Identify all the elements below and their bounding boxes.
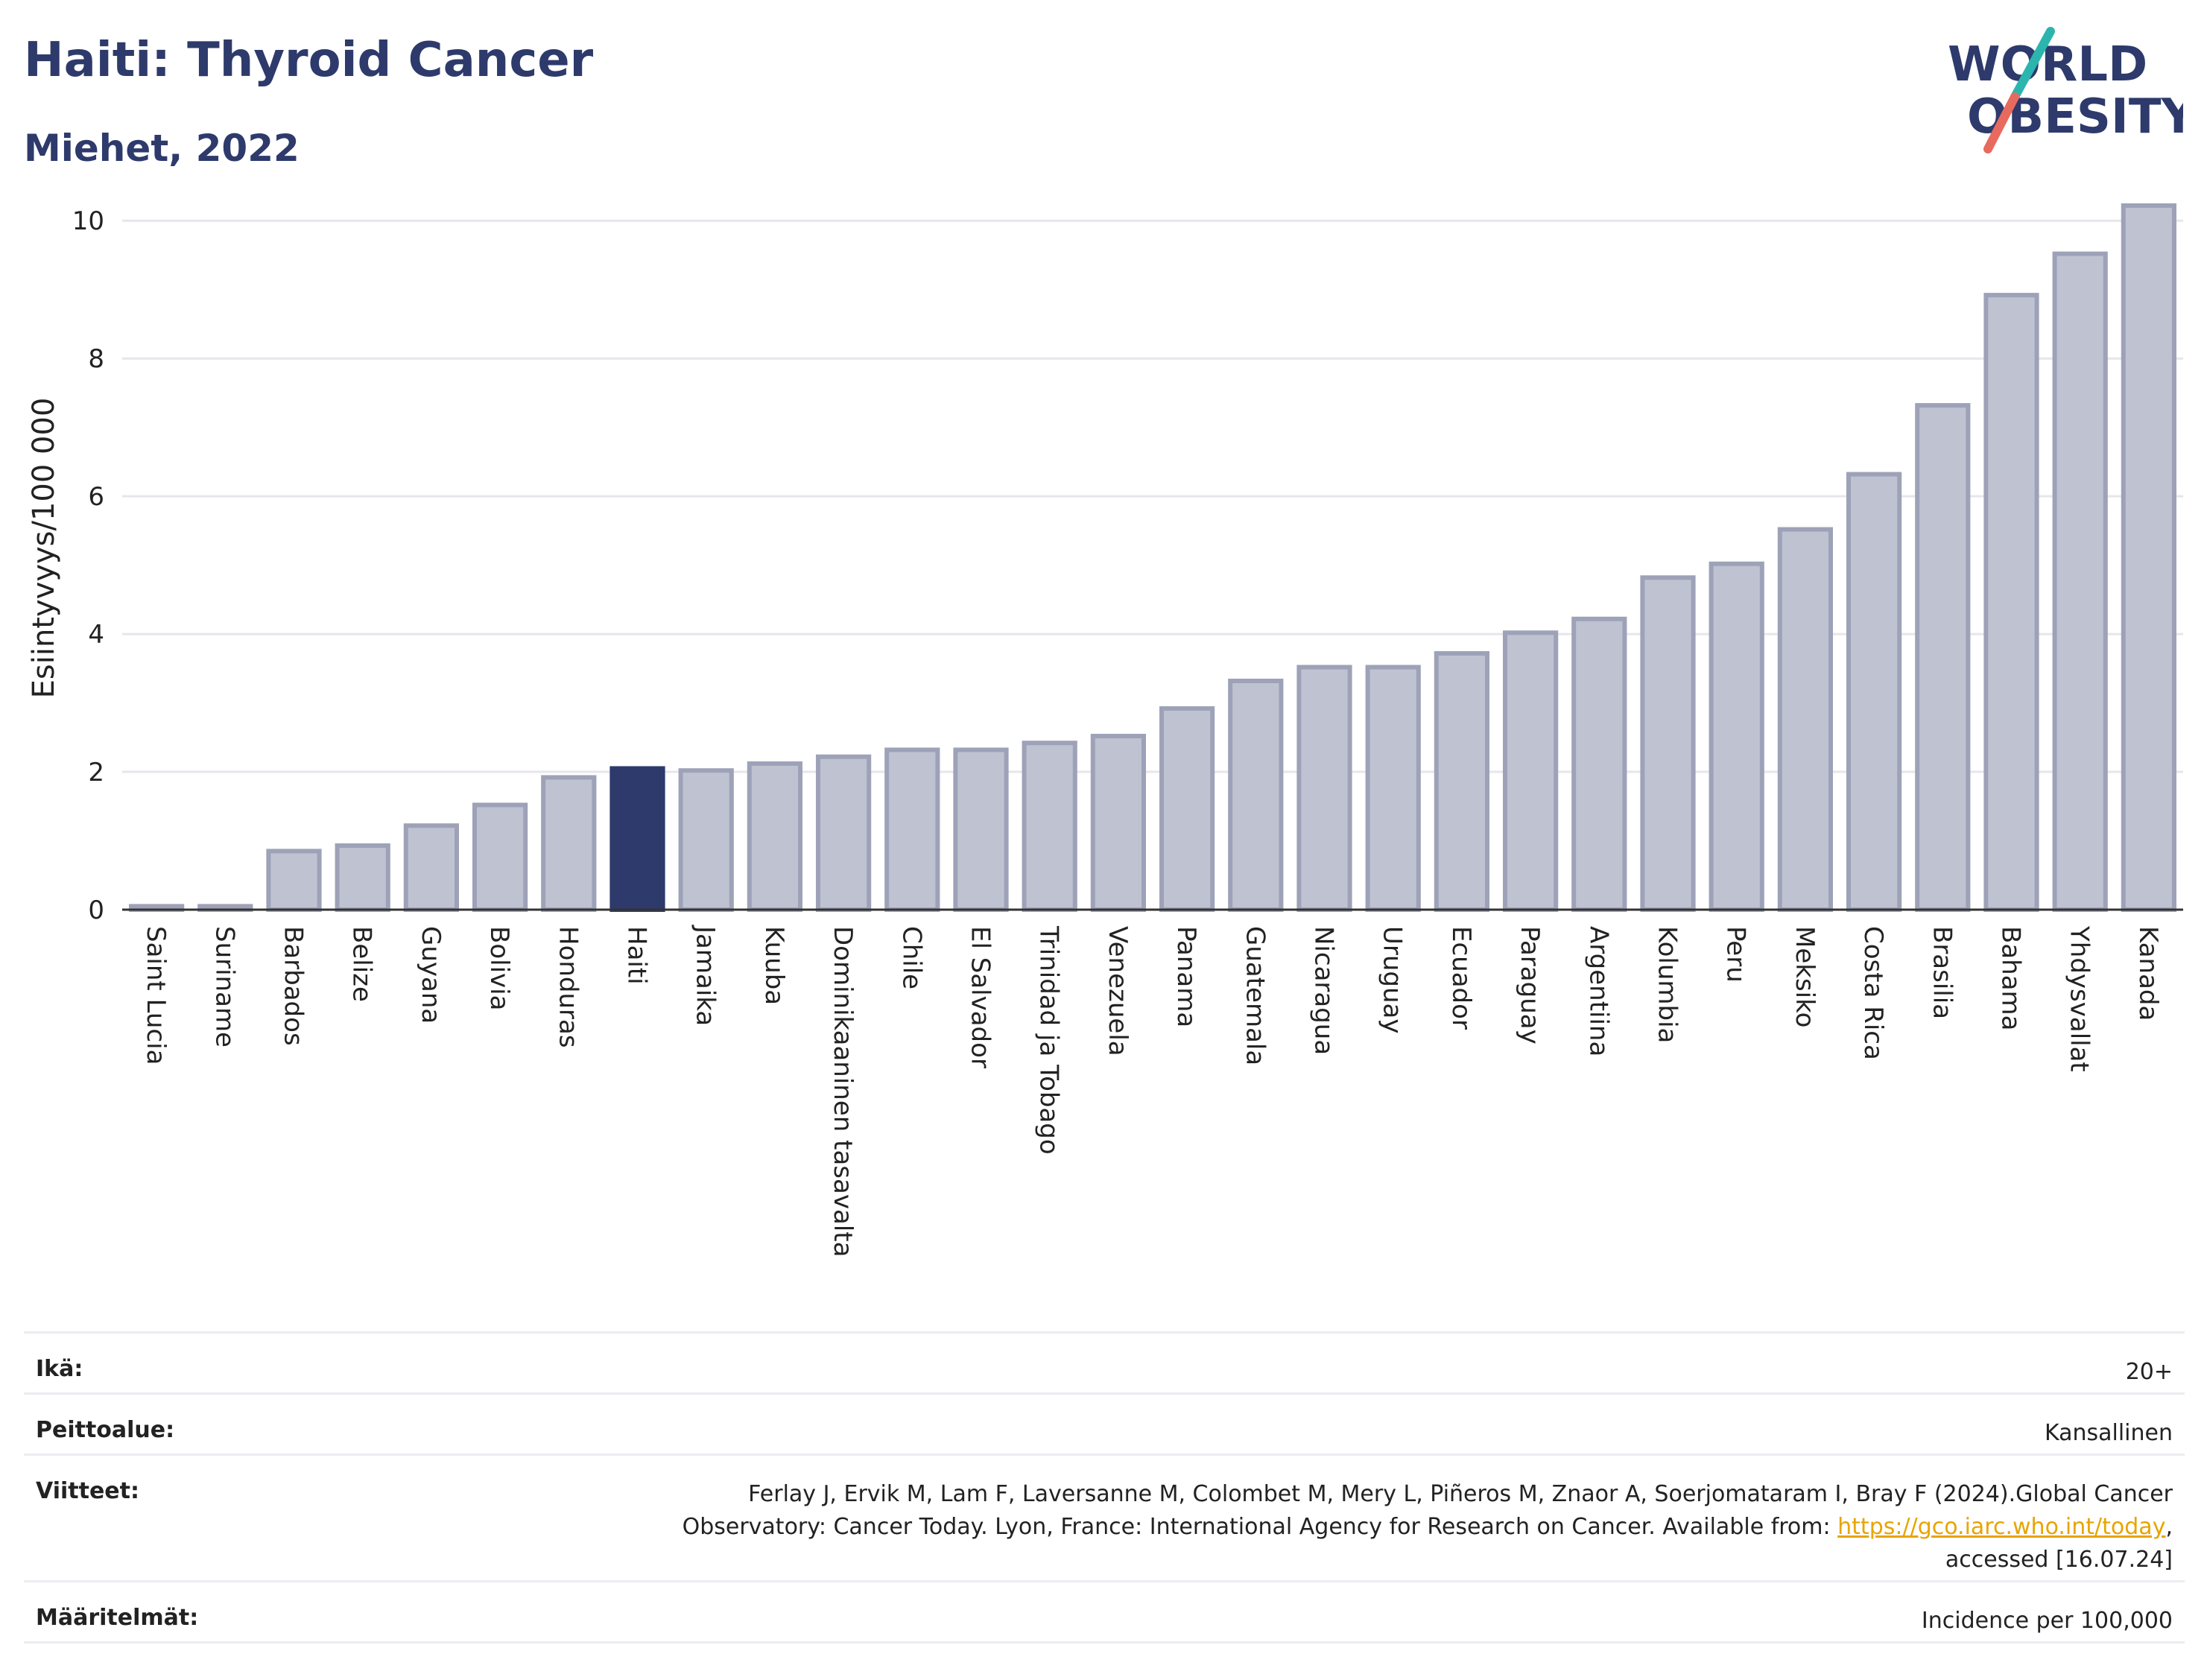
logo-line1: WORLD	[1948, 37, 2147, 92]
x-tick-label: El Salvador	[966, 926, 995, 1068]
meta-value: Kansallinen	[2044, 1420, 2173, 1446]
y-tick-label: 2	[88, 758, 104, 787]
reference-accessed: , accessed [16.07.24]	[1945, 1514, 2173, 1573]
y-tick-label: 0	[88, 896, 104, 925]
x-tick-label: Chile	[896, 926, 926, 989]
bar	[1640, 575, 1696, 912]
x-tick-label: Guatemala	[1240, 926, 1270, 1065]
bar	[335, 843, 390, 913]
y-tick-label: 10	[72, 206, 104, 236]
bar	[1434, 650, 1490, 912]
bar	[1571, 616, 1627, 912]
reference-text: Ferlay J, Ervik M, Lam F, Laversanne M, …	[682, 1481, 2173, 1540]
meta-value: Incidence per 100,000	[1921, 1608, 2173, 1634]
x-tick-label: Paraguay	[1515, 926, 1545, 1045]
x-tick-label: Venezuela	[1103, 926, 1133, 1056]
y-tick-label: 8	[88, 344, 104, 374]
bar	[1365, 665, 1421, 913]
x-tick-label: Suriname	[209, 926, 239, 1047]
world-obesity-logo: WORLD OBESITY	[1948, 27, 2183, 153]
bar	[1777, 527, 1834, 912]
bar	[1228, 678, 1284, 913]
meta-row-age: Ikä: 20+	[24, 1331, 2185, 1392]
bar	[747, 761, 803, 912]
meta-value: 20+	[2125, 1359, 2173, 1385]
bar	[1022, 741, 1077, 913]
bar	[403, 823, 460, 913]
meta-key: Viitteet:	[36, 1478, 139, 1504]
meta-value: Ferlay J, Ervik M, Lam F, Laversanne M, …	[608, 1478, 2173, 1580]
bar	[1296, 665, 1352, 913]
bar	[815, 754, 872, 913]
x-tick-label: Barbados	[279, 926, 308, 1046]
x-tick-label: Kanada	[2133, 926, 2163, 1021]
x-tick-label: Bahama	[1996, 926, 2026, 1031]
x-tick-label: Panama	[1171, 926, 1201, 1027]
x-tick-label: Trinidad ja Tobago	[1034, 925, 1064, 1155]
x-tick-label: Bolivia	[484, 926, 514, 1010]
bar	[678, 768, 734, 913]
bar	[2121, 203, 2177, 913]
x-tick-label: Saint Lucia	[141, 926, 171, 1065]
x-tick-label: Uruguay	[1378, 926, 1407, 1034]
page-title: Haiti: Thyroid Cancer	[24, 33, 594, 88]
meta-key: Ikä:	[36, 1356, 83, 1382]
bar	[472, 802, 528, 912]
y-tick-label: 4	[88, 620, 104, 650]
x-tick-label: Peru	[1721, 926, 1751, 983]
x-tick-label: Kuuba	[759, 926, 789, 1005]
y-tick-label: 6	[88, 482, 104, 512]
bar	[884, 747, 940, 913]
bar	[1709, 561, 1764, 912]
bar	[1915, 403, 1971, 912]
meta-row-coverage: Peittoalue: Kansallinen	[24, 1392, 2185, 1454]
x-tick-label: Brasilia	[1927, 926, 1957, 1019]
x-tick-label: Ecuador	[1446, 926, 1476, 1030]
x-tick-label: Honduras	[553, 926, 583, 1048]
bar	[953, 747, 1009, 913]
y-axis-label: Esiintyvyys/100 000	[27, 398, 61, 699]
meta-row-definitions: Määritelmät: Incidence per 100,000	[24, 1580, 2185, 1641]
bar-chart: 0 2 4 6 8 10 Esiintyvyys/100 000 Saint Lucia Sur…	[27, 203, 2183, 1257]
x-tick-label: Yhdysvallat	[2065, 925, 2094, 1072]
x-tick-label: Kolumbia	[1653, 926, 1682, 1043]
bar	[1159, 706, 1215, 913]
meta-key: Määritelmät:	[36, 1605, 199, 1631]
logo-slash-bottom	[1983, 92, 2019, 153]
bar	[2052, 251, 2108, 913]
x-tick-label: Jamaika	[691, 925, 721, 1026]
x-tick-label: Dominikaaninen tasavalta	[828, 926, 858, 1257]
x-tick-label: Argentiina	[1583, 926, 1613, 1056]
x-tick-label: Haiti	[622, 926, 652, 985]
bar	[1983, 293, 2039, 912]
bar	[1090, 733, 1147, 913]
meta-row-references: Viitteet: Ferlay J, Ervik M, Lam F, Lave…	[24, 1454, 2185, 1580]
metadata-table: Ikä: 20+ Peittoalue: Kansallinen Viittee…	[24, 1331, 2185, 1643]
x-tick-label: Nicaragua	[1309, 926, 1339, 1055]
bar	[541, 775, 597, 912]
bar	[1502, 630, 1559, 912]
meta-key: Peittoalue:	[36, 1417, 175, 1443]
x-tick-label: Guyana	[416, 926, 446, 1024]
reference-link[interactable]: https://gco.iarc.who.int/today	[1837, 1514, 2166, 1540]
x-tick-label: Belize	[347, 926, 377, 1002]
bar	[1846, 472, 1902, 912]
bar	[609, 766, 665, 913]
page-subtitle: Miehet, 2022	[24, 127, 300, 170]
bar	[266, 849, 322, 913]
logo-slash-top	[2010, 27, 2055, 101]
meta-table-end	[24, 1641, 2185, 1643]
x-tick-label: Costa Rica	[1858, 926, 1888, 1060]
x-tick-label: Meksiko	[1790, 926, 1820, 1027]
